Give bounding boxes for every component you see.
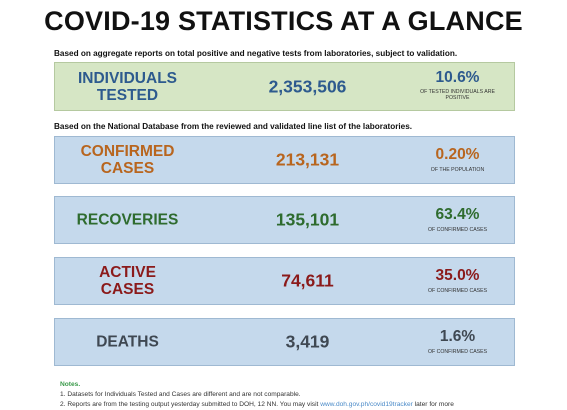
card-percent: 35.0% [435, 267, 480, 284]
card-value: 74,611 [281, 270, 334, 291]
card-label: INDIVIDUALS TESTED [77, 69, 178, 104]
card-percent: 10.6% [435, 69, 480, 86]
notes-section: Notes. 1. Datasets for Individuals Teste… [60, 380, 454, 410]
card-label: RECOVERIES [76, 211, 179, 229]
notes-heading: Notes. [60, 381, 81, 388]
card-recoveries: RECOVERIES 135,101 63.4% OF CONFIRMED CA… [54, 196, 515, 244]
tracker-link[interactable]: www.doh.gov.ph/covid19tracker [320, 401, 413, 408]
card-value: 2,353,506 [268, 76, 347, 96]
card-label: CONFIRMED CASES [80, 143, 175, 177]
card-percent-caption: OF CONFIRMED CASES [427, 227, 488, 233]
card-percent-caption: OF CONFIRMED CASES [427, 288, 488, 294]
card-value: 3,419 [285, 331, 330, 352]
card-percent-caption: OF THE POPULATION [430, 167, 485, 173]
card-percent-caption: OF CONFIRMED CASES [427, 349, 488, 355]
card-confirmed-cases: CONFIRMED CASES 213,131 0.20% OF THE POP… [54, 136, 515, 184]
card-label: DEATHS [96, 333, 159, 351]
card-percent-caption: OF TESTED INDIVIDUALS ARE POSITIVE [420, 89, 495, 101]
card-individuals-tested: INDIVIDUALS TESTED 2,353,506 10.6% OF TE… [54, 62, 515, 111]
card-active-cases: ACTIVE CASES 74,611 35.0% OF CONFIRMED C… [54, 257, 515, 305]
card-percent: 63.4% [435, 206, 480, 223]
note-database: Based on the National Database from the … [54, 122, 413, 131]
note-item-2-end: later for more [412, 401, 454, 408]
card-percent: 1.6% [439, 328, 476, 345]
note-tested: Based on aggregate reports on total posi… [54, 49, 458, 58]
card-value: 213,131 [275, 149, 340, 170]
note-item-1: 1. Datasets for Individuals Tested and C… [60, 391, 301, 398]
card-label: ACTIVE CASES [99, 264, 156, 298]
page-title: COVID-19 STATISTICS AT A GLANCE [44, 6, 523, 36]
card-percent: 0.20% [435, 146, 480, 163]
card-value: 135,101 [275, 209, 340, 230]
note-item-2-text: 2. Reports are from the testing output y… [60, 401, 321, 408]
note-item-2: 2. Reports are from the testing output y… [60, 400, 454, 410]
card-deaths: DEATHS 3,419 1.6% OF CONFIRMED CASES [54, 318, 515, 366]
